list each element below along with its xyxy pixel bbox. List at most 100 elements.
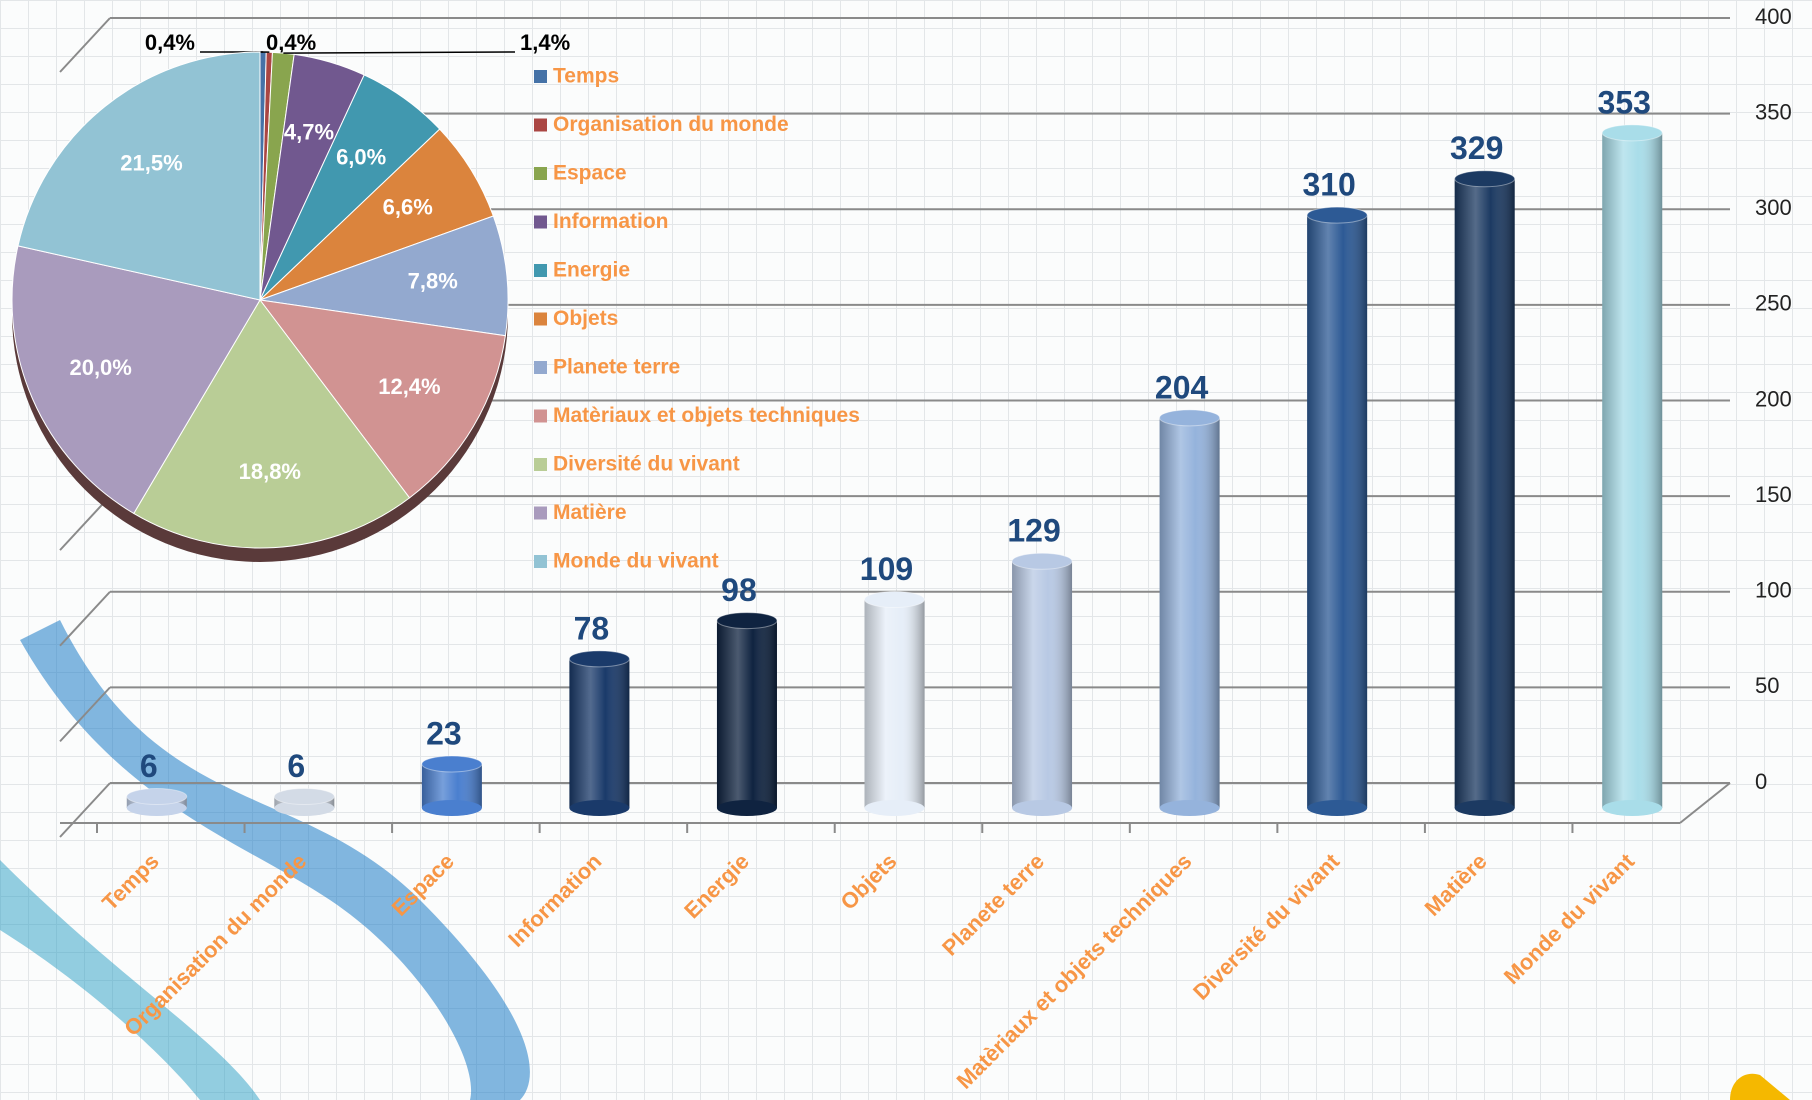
value-label: 329	[1450, 130, 1503, 166]
bar-top	[1454, 170, 1516, 188]
legend-swatch	[534, 409, 547, 423]
bar-bottom	[421, 800, 482, 816]
x-tick-label: Matèriaux et objets techniques	[952, 849, 1197, 1094]
bar-shade	[1159, 417, 1220, 808]
bar-top	[421, 755, 483, 773]
pie-slice	[11, 245, 261, 515]
bar-bottom	[1602, 800, 1663, 816]
bar-bottom	[569, 800, 630, 816]
legend-label: Diversité du vivant	[553, 453, 740, 476]
legend-label: Energie	[553, 259, 630, 282]
legend-swatch	[534, 118, 547, 132]
bar-top	[273, 788, 335, 806]
value-label: 6	[287, 748, 305, 784]
x-tick-label: Information	[503, 849, 606, 952]
pie-slice	[17, 51, 261, 301]
pie-label: 6,0%	[336, 145, 386, 170]
pie-label: 21,5%	[120, 150, 182, 175]
grid-line-side	[59, 686, 111, 743]
bar-bottom	[716, 800, 777, 816]
x-tick-label: Temps	[97, 849, 164, 916]
legend-label: Organisation du monde	[553, 113, 789, 136]
y-tick-label: 100	[1755, 578, 1792, 603]
pie-label: 4,7%	[284, 119, 334, 144]
value-label: 23	[426, 715, 462, 751]
value-label: 204	[1155, 369, 1209, 405]
legend-label: Matèriaux et objets techniques	[553, 404, 860, 427]
bar-bottom	[126, 800, 187, 816]
value-label: 109	[860, 551, 913, 587]
decor-ribbon	[0, 860, 260, 1100]
pie-slice	[258, 299, 506, 499]
legend-swatch	[534, 555, 547, 568]
x-tick-label: Diversité du vivant	[1188, 848, 1344, 1004]
bar-shade	[1012, 561, 1073, 808]
pie-label: 0,4%	[266, 30, 316, 55]
bar-bottom	[1012, 800, 1073, 816]
value-label: 6	[140, 748, 158, 784]
bar-top	[1601, 124, 1663, 142]
legend-label: Information	[553, 210, 669, 233]
leader-line	[283, 51, 516, 54]
pie-label: 7,8%	[408, 268, 458, 293]
pie-slice	[259, 215, 509, 337]
legend-swatch	[534, 361, 547, 374]
y-tick-label: 400	[1755, 4, 1792, 29]
x-tick-label: Objets	[835, 849, 901, 915]
bar-shade	[1454, 178, 1515, 809]
legend-swatch	[534, 215, 547, 229]
decor-ribbon	[20, 620, 530, 1100]
legend-label: Monde du vivant	[553, 550, 719, 573]
x-axis-side	[1679, 782, 1731, 824]
value-label: 310	[1302, 167, 1355, 203]
value-label: 98	[721, 572, 757, 608]
legend-swatch	[534, 312, 547, 326]
value-label: 78	[574, 610, 610, 646]
bar-top	[864, 591, 925, 609]
pie-label: 18,8%	[239, 459, 301, 484]
y-tick-label: 300	[1755, 195, 1792, 220]
bar-shade	[569, 658, 630, 808]
x-tick-label: Planete terre	[937, 849, 1049, 961]
grid-line-side	[59, 17, 111, 73]
bar-bottom	[864, 800, 925, 816]
value-label: 353	[1598, 84, 1651, 120]
bar-top	[1306, 206, 1368, 224]
decor-logo	[1730, 1073, 1790, 1100]
y-tick-label: 0	[1755, 769, 1767, 794]
legend-swatch	[534, 167, 547, 180]
bar-top	[1159, 409, 1221, 427]
y-tick-label: 250	[1755, 291, 1792, 316]
legend-swatch	[534, 506, 547, 520]
pie-label: 1,4%	[520, 30, 570, 55]
y-tick-label: 200	[1755, 386, 1792, 411]
legend-label: Espace	[553, 162, 627, 185]
legend-label: Planete terre	[553, 356, 680, 379]
bar-bottom	[1159, 800, 1220, 816]
pie-label: 0,4%	[145, 30, 195, 55]
bar-top	[568, 650, 630, 668]
y-tick-label: 150	[1755, 482, 1792, 507]
x-tick-label: Monde du vivant	[1499, 848, 1640, 989]
x-tick-label: Energie	[679, 849, 754, 924]
legend-swatch	[534, 458, 547, 471]
pie-label: 12,4%	[378, 374, 440, 399]
legend-label: Temps	[553, 65, 619, 88]
x-tick-label: Matière	[1420, 849, 1492, 921]
grid-line-side	[59, 782, 111, 838]
pie-slice	[133, 299, 411, 549]
bar-top	[716, 612, 778, 630]
bar-bottom	[1307, 800, 1368, 816]
grid-line-side	[59, 495, 111, 551]
bar-shade	[1307, 215, 1368, 808]
grid-line-side	[59, 591, 111, 647]
value-label: 129	[1007, 513, 1060, 549]
pie-label: 6,6%	[383, 195, 433, 220]
pie-label: 20,0%	[69, 355, 131, 380]
bar-top	[126, 788, 188, 806]
y-tick-label: 50	[1755, 673, 1779, 698]
bar-bottom	[1454, 800, 1515, 816]
bar-shade	[864, 599, 925, 808]
legend-swatch	[534, 264, 547, 277]
